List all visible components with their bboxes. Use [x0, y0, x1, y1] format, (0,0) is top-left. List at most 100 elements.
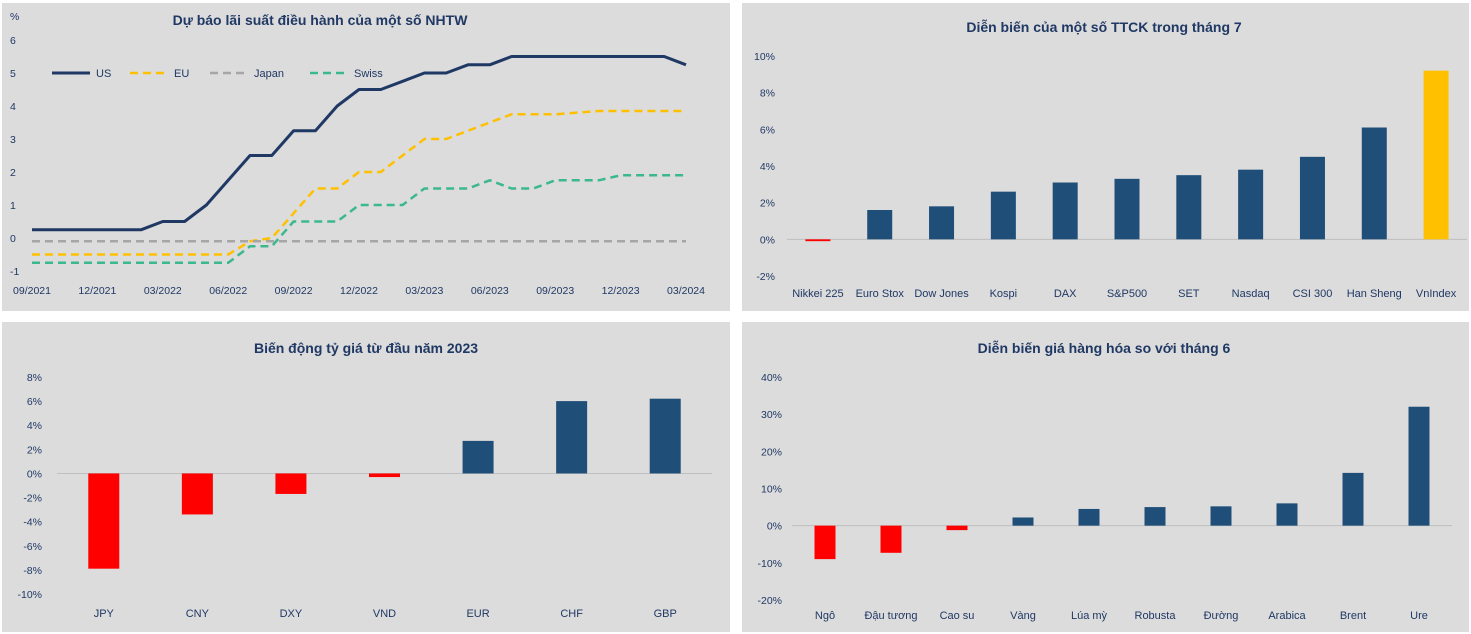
stock-markets-chart-panel: Diễn biến của một số TTCK trong tháng 7 … — [742, 3, 1469, 311]
y-tick-label: 0% — [767, 521, 782, 533]
x-category-label: Robusta — [1135, 610, 1177, 622]
x-category-label: Brent — [1340, 610, 1366, 622]
x-category-label: EUR — [466, 608, 489, 620]
x-category-label: Đậu tương — [864, 610, 917, 622]
bar-v-ng — [1012, 517, 1034, 526]
bar-dax — [1052, 182, 1078, 240]
x-tick-label: 12/2022 — [340, 285, 378, 297]
x-category-label: Vàng — [1010, 610, 1036, 622]
y-tick-label: 20% — [761, 446, 782, 458]
y-tick-label: -2% — [756, 271, 775, 283]
bar--u-t-ng — [880, 525, 902, 553]
x-tick-label: 09/2022 — [275, 285, 313, 297]
x-category-label: DAX — [1054, 288, 1077, 300]
bar-arabica — [1276, 503, 1298, 526]
x-category-label: Dow Jones — [914, 288, 969, 300]
x-category-label: CSI 300 — [1293, 288, 1333, 300]
x-category-label: Nikkei 225 — [792, 288, 843, 300]
bar-cao-su — [946, 525, 968, 531]
x-tick-label: 03/2023 — [405, 285, 443, 297]
x-tick-label: 03/2022 — [144, 285, 182, 297]
legend-label-us: US — [96, 68, 111, 80]
y-tick-label: -2% — [23, 493, 42, 505]
series-line-swiss — [32, 174, 686, 265]
y-tick-label: 4 — [10, 101, 16, 113]
x-category-label: Đường — [1204, 610, 1239, 622]
chart-title: Biến động tỷ giá từ đầu năm 2023 — [254, 340, 478, 356]
y-tick-label: 4% — [760, 161, 775, 173]
x-tick-label: 06/2022 — [209, 285, 247, 297]
y-tick-label: -1 — [10, 266, 19, 278]
bar-cny — [181, 473, 213, 515]
x-tick-label: 12/2023 — [602, 285, 640, 297]
x-category-label: CHF — [560, 608, 583, 620]
y-tick-label: 2% — [760, 198, 775, 210]
bar-brent — [1342, 472, 1364, 526]
bar-chf — [556, 401, 588, 474]
x-category-label: GBP — [654, 608, 677, 620]
fx-rates-chart-panel: Biến động tỷ giá từ đầu năm 2023 -10% -8%… — [2, 322, 730, 632]
chart-title: Diễn biến của một số TTCK trong tháng 7 — [966, 19, 1242, 35]
x-category-label: Lúa mỳ — [1071, 610, 1108, 622]
x-category-label: Cao su — [940, 610, 975, 622]
x-tick-label: 09/2023 — [536, 285, 574, 297]
y-tick-label: -8% — [23, 565, 42, 577]
bar-set — [1176, 175, 1202, 240]
chart-title: Dự báo lãi suất điều hành của một số NHT… — [173, 12, 469, 28]
bar-robusta — [1144, 507, 1166, 526]
bar-csi-300 — [1299, 156, 1325, 240]
x-category-label: Nasdaq — [1232, 288, 1270, 300]
y-tick-label: 30% — [761, 409, 782, 421]
series-line-us — [32, 55, 687, 232]
x-category-label: SET — [1178, 288, 1200, 300]
y-tick-label: 2% — [27, 444, 42, 456]
y-tick-label: 0% — [27, 468, 42, 480]
x-category-label: Han Sheng — [1347, 288, 1402, 300]
y-tick-label: 0 — [10, 233, 16, 245]
legend-label-swiss: Swiss — [354, 68, 383, 80]
chart-title: Diễn biến giá hàng hóa so với tháng 6 — [978, 340, 1231, 356]
y-tick-label: 2 — [10, 167, 16, 179]
y-tick-label: 10% — [761, 484, 782, 496]
x-tick-label: 09/2021 — [13, 285, 51, 297]
bar-vnd — [369, 473, 400, 478]
commodities-bar-chart: Diễn biến giá hàng hóa so với tháng 6 -2… — [757, 340, 1452, 622]
policy-rate-chart-panel: Dự báo lãi suất điều hành của một số NHT… — [2, 3, 730, 311]
y-tick-label: 10% — [754, 51, 775, 63]
bar-kospi — [990, 191, 1016, 240]
bar-han-sheng — [1361, 127, 1387, 240]
bar-dow-jones — [929, 206, 955, 240]
y-tick-label: -20% — [757, 595, 782, 607]
x-category-label: Arabica — [1268, 610, 1306, 622]
bar-vnindex — [1423, 70, 1449, 240]
y-tick-label: -4% — [23, 517, 42, 529]
bar--ng — [1210, 506, 1232, 526]
x-category-label: JPY — [94, 608, 115, 620]
stock-markets-bar-chart: Diễn biến của một số TTCK trong tháng 7 … — [754, 19, 1467, 300]
y-tick-label: -10% — [757, 558, 782, 570]
bar-l-a-m- — [1078, 508, 1100, 526]
x-category-label: Kospi — [990, 288, 1018, 300]
bar-ng- — [814, 525, 836, 560]
bar-ure — [1408, 406, 1430, 526]
y-tick-label: 40% — [761, 372, 782, 384]
x-category-label: Ngô — [815, 610, 835, 622]
bar-nikkei-225 — [805, 239, 831, 242]
y-tick-label: 6 — [10, 35, 16, 47]
x-category-label: CNY — [186, 608, 210, 620]
legend-label-eu: EU — [174, 68, 189, 80]
legend-label-japan: Japan — [254, 68, 284, 80]
x-category-label: Euro Stox — [856, 288, 905, 300]
x-category-label: Ure — [1410, 610, 1428, 622]
y-tick-label: 6% — [27, 396, 42, 408]
y-tick-label: 3 — [10, 134, 16, 146]
x-category-label: DXY — [280, 608, 303, 620]
y-tick-label: 1 — [10, 200, 16, 212]
commodities-chart-panel: Diễn biến giá hàng hóa so với tháng 6 -2… — [742, 322, 1469, 632]
bar-nasdaq — [1238, 169, 1264, 240]
y-tick-label: -6% — [23, 541, 42, 553]
y-tick-label: 8% — [760, 88, 775, 100]
bar-s-p500 — [1114, 178, 1140, 240]
x-tick-label: 12/2021 — [78, 285, 116, 297]
bar-eur — [462, 440, 494, 474]
